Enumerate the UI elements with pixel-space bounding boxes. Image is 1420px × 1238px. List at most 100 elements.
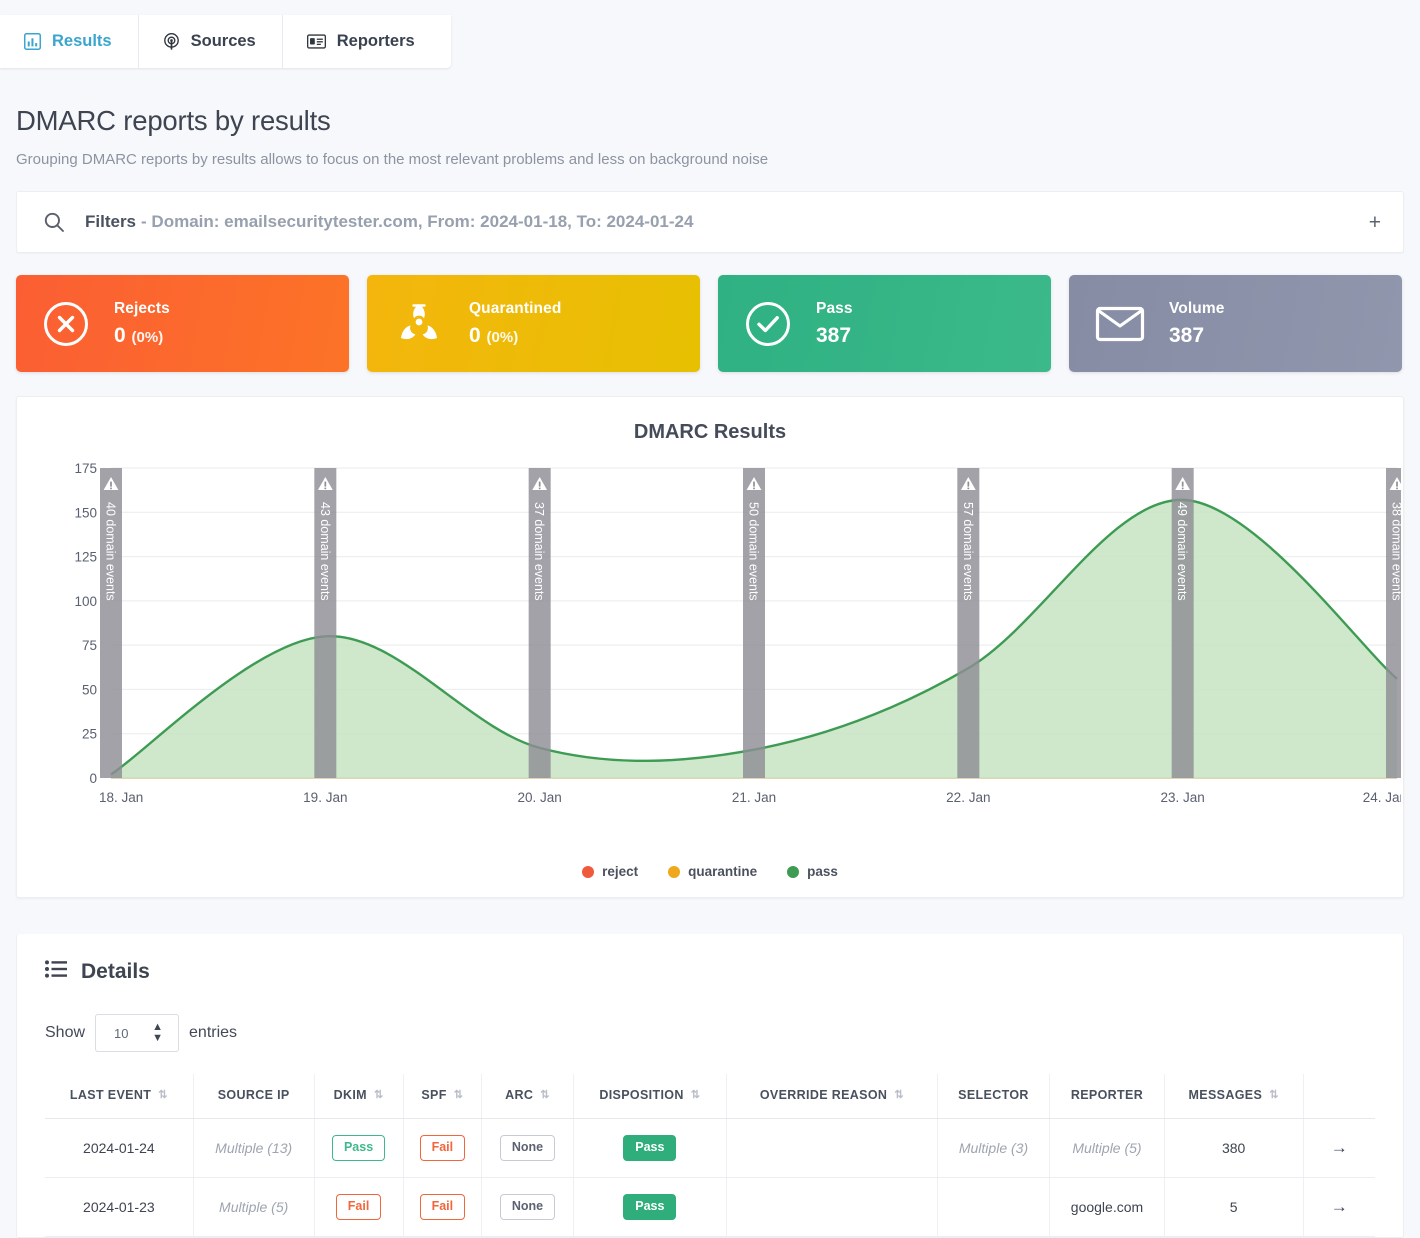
tab-results[interactable]: Results bbox=[0, 15, 139, 68]
tab-sources[interactable]: Sources bbox=[139, 15, 283, 68]
sort-icon: ⇅ bbox=[453, 1088, 464, 1101]
table-header-override-reason[interactable]: OVERRIDE REASON ⇅ bbox=[726, 1074, 938, 1119]
entries-select[interactable]: 102550100 bbox=[95, 1014, 180, 1052]
column-label: MESSAGES bbox=[1188, 1088, 1263, 1102]
cell-source-ip: Multiple (13) bbox=[193, 1118, 315, 1178]
stat-card-quarantined-percent: (0%) bbox=[486, 328, 519, 346]
cell-text: Multiple (5) bbox=[1072, 1139, 1142, 1156]
column-label: ARC bbox=[505, 1088, 534, 1102]
column-label: REPORTER bbox=[1070, 1088, 1144, 1102]
table-header-dkim[interactable]: DKIM ⇅ bbox=[314, 1074, 404, 1119]
legend-item-pass[interactable]: pass bbox=[787, 864, 838, 879]
cell-reporter: google.com bbox=[1049, 1177, 1165, 1237]
legend-dot-icon bbox=[787, 865, 800, 878]
table-header-selector: SELECTOR bbox=[937, 1074, 1051, 1119]
column-label: SPF bbox=[421, 1088, 447, 1102]
arrow-right-icon[interactable]: → bbox=[1330, 1137, 1348, 1157]
legend-dot-icon bbox=[668, 865, 681, 878]
cell-arc: None bbox=[481, 1118, 574, 1178]
chart-annotation-band[interactable]: 57 domain events bbox=[957, 468, 980, 778]
chart-annotation-band[interactable]: 38 domain events bbox=[1386, 468, 1401, 778]
cell-spf: Fail bbox=[403, 1177, 483, 1237]
tab-list: Results Sources bbox=[0, 15, 451, 68]
table-header-messages[interactable]: MESSAGES ⇅ bbox=[1164, 1074, 1304, 1119]
table-row[interactable]: 2024-01-24 Multiple (13) Pass Fail None Pass M… bbox=[45, 1118, 1375, 1178]
filters-bar[interactable]: Filters - Domain: emailsecuritytester.co… bbox=[16, 191, 1404, 253]
row-detail-arrow[interactable]: → bbox=[1303, 1118, 1375, 1178]
table-header-arc[interactable]: ARC ⇅ bbox=[481, 1074, 574, 1119]
tab-reporters[interactable]: Reporters bbox=[283, 15, 441, 68]
y-axis-tick: 75 bbox=[82, 638, 97, 653]
legend-label: reject bbox=[602, 864, 639, 879]
chart-annotation-band[interactable]: 49 domain events bbox=[1171, 468, 1194, 778]
status-badge: Pass bbox=[623, 1193, 677, 1220]
table-header-disposition[interactable]: DISPOSITION ⇅ bbox=[573, 1074, 727, 1119]
id-card-icon bbox=[306, 34, 326, 49]
x-axis-tick: 23. Jan bbox=[1161, 790, 1205, 805]
chart-annotation-band[interactable]: 40 domain events bbox=[100, 468, 122, 778]
stat-card-quarantined[interactable]: Quarantined 0 (0%) bbox=[367, 275, 700, 372]
stat-card-quarantined-label: Quarantined bbox=[469, 299, 562, 317]
filters-value: - Domain: emailsecuritytester.com, From:… bbox=[141, 212, 694, 231]
tab-reporters-label: Reporters bbox=[336, 32, 415, 50]
chart-panel: DMARC Results 0 25 50 75 100 125 150 175 40 doma… bbox=[16, 396, 1404, 898]
expand-filters-button[interactable]: + bbox=[1368, 210, 1381, 234]
annotation-label: 43 domain events bbox=[318, 502, 332, 601]
status-badge: Pass bbox=[623, 1135, 677, 1161]
dmarc-results-chart[interactable]: 0 25 50 75 100 125 150 175 40 domain events 43 do… bbox=[29, 458, 1401, 858]
cell-selector bbox=[937, 1177, 1051, 1237]
sort-icon: ⇅ bbox=[373, 1088, 384, 1101]
stat-card-pass-value: 387 bbox=[816, 323, 852, 347]
chart-svg: 0 25 50 75 100 125 150 175 40 domain events 43 do… bbox=[74, 461, 1401, 805]
cell-override-reason bbox=[726, 1177, 938, 1237]
stat-card-rejects-label: Rejects bbox=[114, 299, 170, 317]
arrow-right-icon[interactable]: → bbox=[1330, 1196, 1348, 1216]
cell-source-ip: Multiple (5) bbox=[193, 1177, 315, 1237]
list-icon bbox=[45, 960, 67, 984]
x-axis-tick: 19. Jan bbox=[303, 790, 347, 805]
status-badge: Fail bbox=[335, 1193, 382, 1220]
legend-label: pass bbox=[807, 864, 838, 879]
sort-icon: ⇅ bbox=[158, 1088, 168, 1101]
stat-card-rejects[interactable]: Rejects 0 (0%) bbox=[16, 275, 349, 372]
filters-label: Filters bbox=[85, 212, 137, 231]
stat-card-volume-value: 387 bbox=[1169, 323, 1205, 347]
x-axis-tick: 24. Jan bbox=[1363, 790, 1401, 805]
cell-reporter: Multiple (5) bbox=[1049, 1118, 1165, 1178]
details-panel: Details Show 102550100 ▲▼ entries LAST E… bbox=[16, 934, 1404, 1238]
annotation-label: 50 domain events bbox=[747, 502, 761, 601]
column-label: DKIM bbox=[333, 1088, 367, 1102]
chart-annotation-band[interactable]: 43 domain events bbox=[314, 468, 337, 778]
status-badge: None bbox=[499, 1193, 556, 1220]
details-table-body: 2024-01-24 Multiple (13) Pass Fail None Pass M… bbox=[45, 1118, 1375, 1237]
stat-cards: Rejects 0 (0%) Quarantined 0 (0%) bbox=[0, 253, 1420, 372]
chart-annotation-band[interactable]: 50 domain events bbox=[743, 468, 765, 778]
status-badge: Pass bbox=[331, 1135, 386, 1161]
cell-text: Multiple (3) bbox=[958, 1139, 1029, 1156]
stat-card-rejects-percent: (0%) bbox=[131, 328, 164, 346]
stat-card-volume[interactable]: Volume 387 bbox=[1069, 275, 1402, 372]
table-row[interactable]: 2024-01-23 Multiple (5) Fail Fail None Pass go… bbox=[45, 1177, 1375, 1237]
circle-check-icon bbox=[744, 300, 792, 348]
annotation-label: 40 domain events bbox=[104, 502, 118, 601]
status-badge: None bbox=[499, 1135, 556, 1161]
row-detail-arrow[interactable]: → bbox=[1303, 1177, 1375, 1237]
table-header-reporter: REPORTER bbox=[1049, 1074, 1165, 1119]
legend-item-reject[interactable]: reject bbox=[582, 864, 638, 879]
table-header-spf[interactable]: SPF ⇅ bbox=[403, 1074, 483, 1119]
sort-icon: ⇅ bbox=[894, 1088, 904, 1101]
show-label: Show bbox=[45, 1024, 86, 1041]
stat-card-pass[interactable]: Pass 387 bbox=[718, 275, 1051, 372]
y-axis-tick: 100 bbox=[74, 594, 97, 609]
cell-dkim: Fail bbox=[314, 1177, 404, 1237]
legend-item-quarantine[interactable]: quarantine bbox=[668, 864, 757, 879]
table-header-last-event[interactable]: LAST EVENT ⇅ bbox=[45, 1074, 194, 1119]
biohazard-icon bbox=[393, 300, 445, 348]
annotation-label: 49 domain events bbox=[1175, 502, 1189, 601]
radar-icon bbox=[163, 33, 180, 50]
bar-chart-icon bbox=[24, 33, 41, 50]
chart-annotation-band[interactable]: 37 domain events bbox=[528, 468, 551, 778]
page-title: DMARC reports by results bbox=[16, 105, 331, 136]
stat-card-rejects-value: 0 bbox=[114, 323, 126, 347]
x-axis-tick: 20. Jan bbox=[518, 790, 562, 805]
